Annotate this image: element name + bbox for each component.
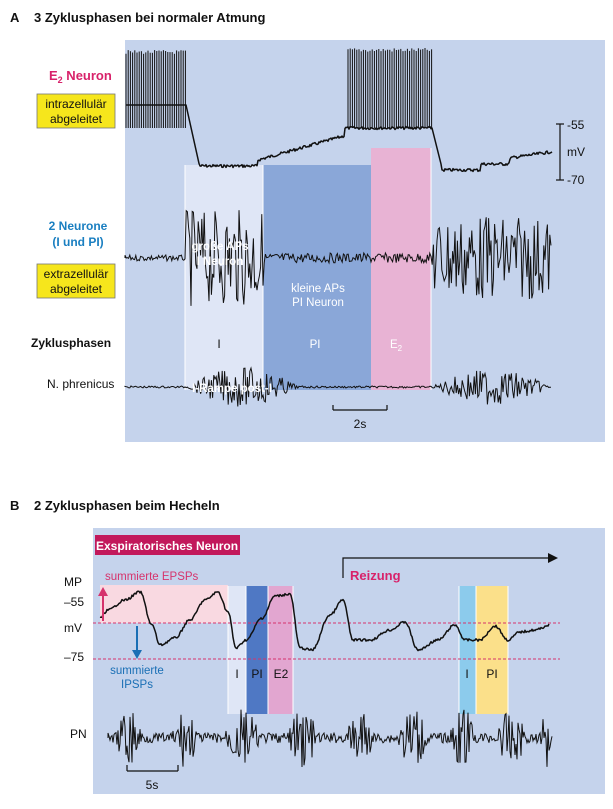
- phase-b-pi2-label: PI: [486, 667, 497, 681]
- panel-b-title: 2 Zyklusphasen beim Hecheln: [34, 498, 220, 513]
- intracellular-line1: intrazellulär: [45, 97, 106, 111]
- small-aps-line2: PI Neuron: [292, 297, 344, 309]
- mp-label: MP: [64, 575, 82, 589]
- phase-b-i-label: I: [235, 667, 238, 681]
- time-scale-5s: [126, 765, 179, 772]
- membrane-potential-trace: [99, 590, 550, 652]
- phase-i-label: I: [217, 337, 220, 351]
- phase-pi-label: PI: [310, 339, 321, 351]
- pn-label: PN: [70, 727, 87, 741]
- e2-intracellular-trace: [125, 48, 553, 173]
- ipsp-line1: summierte: [110, 665, 164, 677]
- phrenicus-label: N. phrenicus: [47, 377, 114, 391]
- extracellular-box: [36, 263, 116, 299]
- time-scale-2s: [332, 405, 388, 411]
- panel-b-background: [93, 528, 605, 794]
- epsp-band: [100, 585, 228, 623]
- time-scale-2s-label: 2s: [354, 417, 367, 431]
- extracellular-trace: [124, 209, 552, 306]
- phase-e2-label: E2: [390, 339, 403, 353]
- extracellular-line1: extrazellulär: [44, 267, 109, 281]
- phase-b-e2-label: E2: [274, 667, 289, 681]
- phase-band-e2: [371, 148, 431, 390]
- phase-b-i2-label: I: [465, 667, 468, 681]
- ipsp-arrow: [132, 626, 142, 659]
- ipsp-line2: IPSPs: [121, 679, 153, 691]
- scale-top-label: -55: [567, 118, 585, 132]
- intracellular-box: [36, 93, 116, 129]
- neuron-badge: [95, 535, 240, 555]
- large-aps-line2: I Neuron: [197, 256, 244, 268]
- panel-a-title: 3 Zyklusphasen bei normaler Atmung: [34, 10, 265, 25]
- intracellular-line2: abgeleitet: [50, 112, 103, 126]
- phase-band-b-pi: [246, 586, 268, 714]
- cycle-phases-label: Zyklusphasen: [31, 336, 111, 350]
- minus55-label: –55: [64, 595, 84, 609]
- stimulation-label: Reizung: [350, 568, 401, 583]
- epsp-arrow: [98, 587, 108, 621]
- phase-band-b-i2: [459, 586, 476, 714]
- two-neurons-line1: 2 Neurone: [49, 219, 108, 233]
- phase-band-b-i: [228, 586, 246, 714]
- two-neurons-line2: (I und PI): [52, 235, 103, 249]
- phase-b-pi-label: PI: [251, 667, 262, 681]
- scale-bottom-label: -70: [567, 173, 585, 187]
- phrenic-nerve-trace: [124, 366, 552, 407]
- mv-scale-bar: [556, 123, 564, 181]
- stimulation-arrow: [342, 553, 558, 578]
- large-aps-line1: große APs: [191, 241, 248, 253]
- phase-band-b-e2: [268, 586, 293, 714]
- ramp-label: I-Rampe post-I: [192, 383, 272, 395]
- panel-a-letter: A: [10, 10, 20, 25]
- epsp-label: summierte EPSPs: [105, 571, 199, 583]
- e2-neuron-label: E2 Neuron: [49, 68, 112, 85]
- minus75-label: –75: [64, 650, 84, 664]
- mv-label: mV: [64, 621, 82, 635]
- neuron-badge-label: Exspiratorisches Neuron: [96, 539, 238, 553]
- pn-trace: [107, 709, 553, 768]
- panel-b-letter: B: [10, 498, 19, 513]
- phase-band-b-pi2: [476, 586, 508, 714]
- phase-band-pi: [263, 165, 371, 390]
- extracellular-line2: abgeleitet: [50, 282, 103, 296]
- small-aps-line1: kleine APs: [291, 283, 345, 295]
- scale-unit-label: mV: [567, 145, 585, 159]
- time-scale-5s-label: 5s: [146, 778, 159, 792]
